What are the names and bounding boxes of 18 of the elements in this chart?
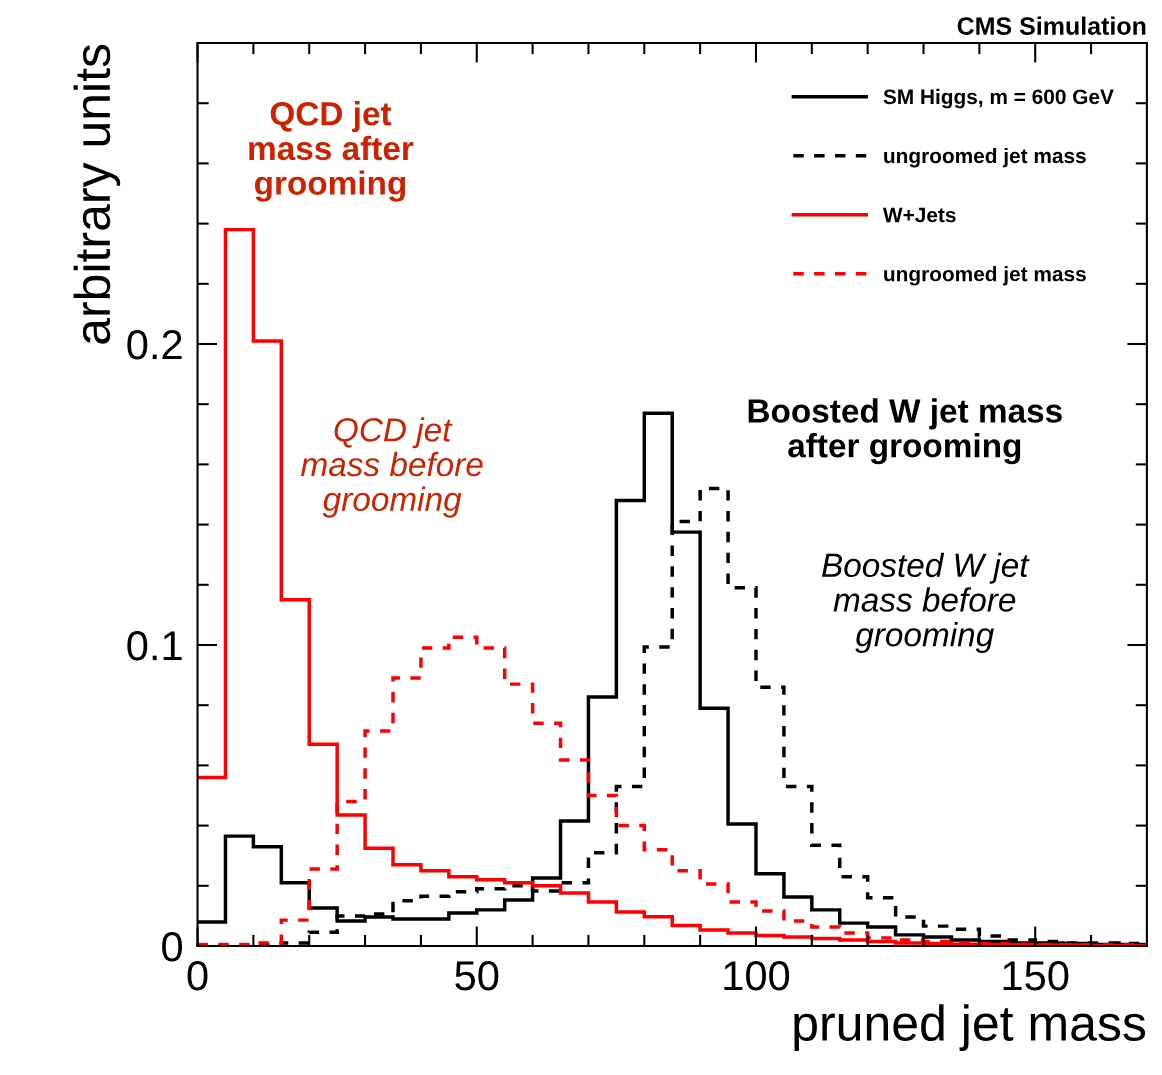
- x-tick-label: 100: [724, 960, 790, 991]
- annotation: Boosted W jet mass before grooming: [822, 552, 1030, 654]
- x-tick-label: 0: [187, 960, 208, 991]
- legend-label: W+Jets: [882, 207, 956, 223]
- legend-label: ungroomed jet mass: [884, 266, 1086, 286]
- y-tick-label: 0: [162, 932, 183, 962]
- y-tick-label: 0.2: [127, 330, 182, 360]
- x-axis-title: pruned jet mass: [794, 1004, 1146, 1051]
- chart-title: CMS Simulation: [957, 16, 1146, 35]
- annotation: Boosted W jet mass after grooming: [748, 398, 1062, 465]
- x-tick-label: 50: [455, 960, 499, 991]
- y-tick-label: 0.1: [127, 631, 182, 661]
- legend-label: SM Higgs, m = 600 GeV: [883, 88, 1114, 109]
- annotation: QCD jet mass before grooming: [301, 417, 483, 518]
- legend-label: ungroomed jet mass: [884, 147, 1086, 168]
- annotation: QCD jet mass after grooming: [249, 101, 414, 202]
- x-tick-label: 150: [1003, 960, 1069, 991]
- y-axis-title: arbitrary units: [73, 44, 121, 344]
